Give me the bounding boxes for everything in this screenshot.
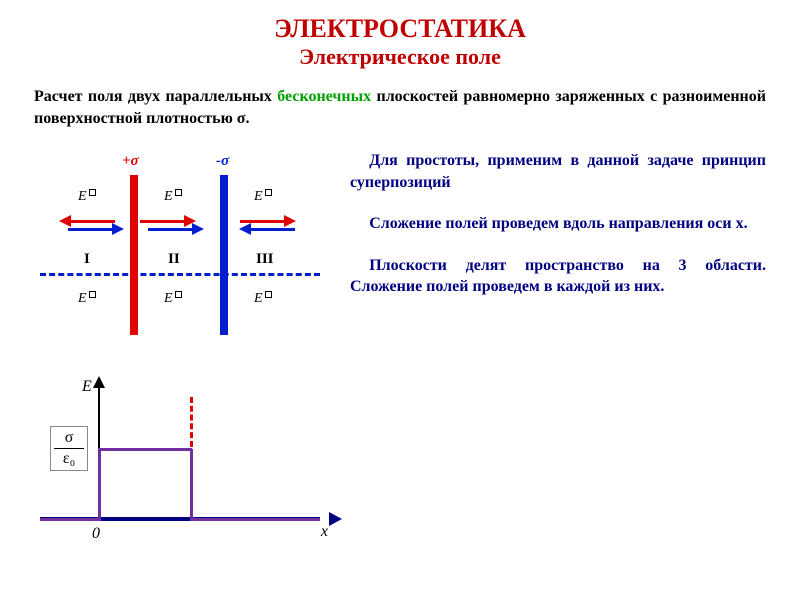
intro-seg1: Расчет поля двух параллельных <box>34 88 277 105</box>
planes-diagram: +σ -σ E E E I II III E E E <box>40 155 320 355</box>
right-p2: Сложение полей проведем вдоль направлени… <box>350 213 766 235</box>
right-p3: Плоскости делят пространство на 3 област… <box>350 255 766 298</box>
sigma-minus-label: -σ <box>216 153 229 170</box>
plot-left <box>40 518 100 521</box>
plane-negative <box>220 175 228 335</box>
frac-bar <box>54 448 84 449</box>
e1-region3: E <box>254 189 272 205</box>
e2-region3: E <box>254 291 272 307</box>
sub-title: Электрическое поле <box>0 44 800 70</box>
plot-mid <box>98 448 192 451</box>
frac-num: σ <box>54 429 84 447</box>
e2-region2: E <box>164 291 182 307</box>
e2-region1: E <box>78 291 96 307</box>
field-graph: σ ε₀ E x 0 <box>40 370 340 545</box>
intro-paragraph: Расчет поля двух параллельных бесконечны… <box>0 70 800 129</box>
dashed-axis <box>40 273 320 276</box>
main-title: ЭЛЕКТРОСТАТИКА <box>0 14 800 44</box>
plane-positive <box>130 175 138 335</box>
intro-seg2: бесконечных <box>277 88 371 105</box>
frac-den: ε₀ <box>54 450 84 468</box>
right-p1: Для простоты, применим в данной задаче п… <box>350 150 766 193</box>
plot-fall <box>190 449 193 521</box>
region-1: I <box>84 251 90 268</box>
e1-region2: E <box>164 189 182 205</box>
x-axis-arrow <box>329 512 342 526</box>
x-axis-label: x <box>321 523 328 541</box>
title-block: ЭЛЕКТРОСТАТИКА Электрическое поле <box>0 0 800 70</box>
region-3: III <box>256 251 274 268</box>
sigma-over-eps0: σ ε₀ <box>50 426 88 471</box>
plot-rise <box>98 449 101 521</box>
y-axis-label: E <box>82 378 92 396</box>
region-2: II <box>168 251 180 268</box>
origin-label: 0 <box>92 525 100 543</box>
plot-right <box>190 518 320 521</box>
y-axis-arrow <box>93 376 105 388</box>
e1-region1: E <box>78 189 96 205</box>
right-column: Для простоты, применим в данной задаче п… <box>350 150 766 318</box>
sigma-plus-label: +σ <box>122 153 139 170</box>
